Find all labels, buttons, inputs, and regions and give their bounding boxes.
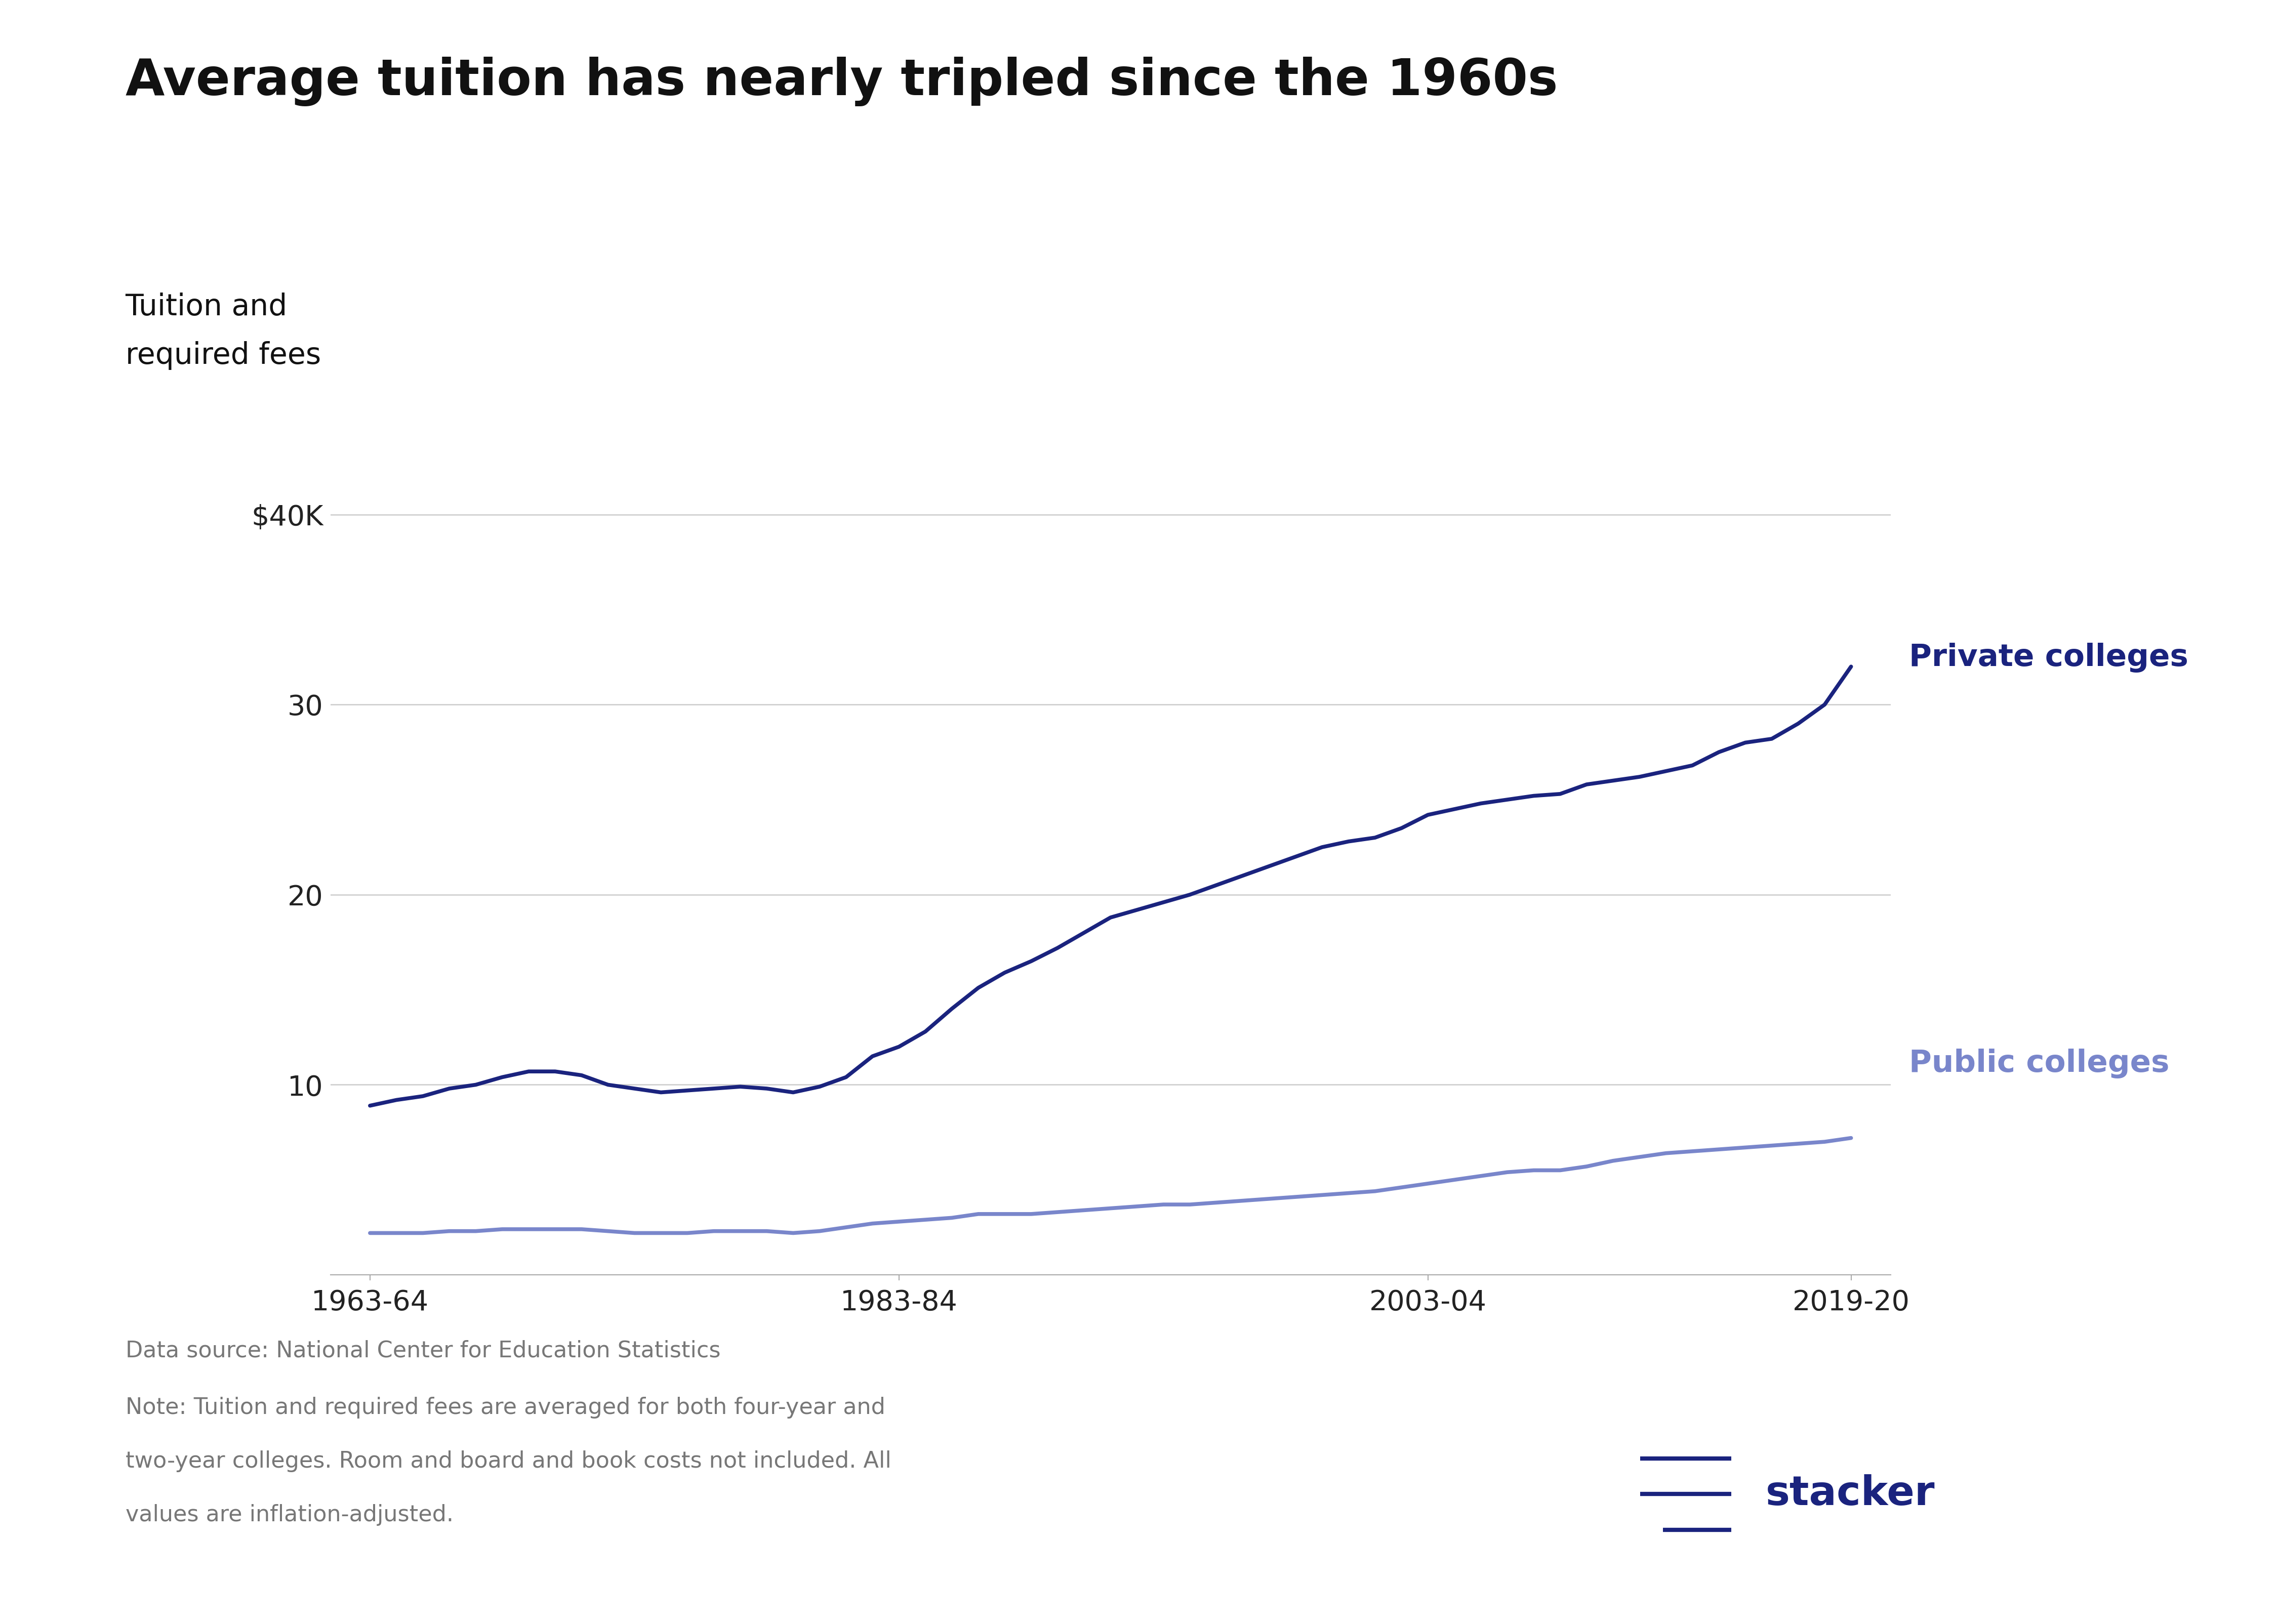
Text: two-year colleges. Room and board and book costs not included. All: two-year colleges. Room and board and bo… [125,1450,891,1471]
Text: Data source: National Center for Education Statistics: Data source: National Center for Educati… [125,1340,720,1361]
Text: Private colleges: Private colleges [1909,643,2189,672]
Text: stacker: stacker [1765,1475,1934,1514]
Text: values are inflation-adjusted.: values are inflation-adjusted. [125,1504,453,1525]
Text: Tuition and: Tuition and [125,292,287,322]
Text: required fees: required fees [125,341,321,370]
Text: Note: Tuition and required fees are averaged for both four-year and: Note: Tuition and required fees are aver… [125,1397,886,1418]
Text: Public colleges: Public colleges [1909,1049,2169,1078]
Text: Average tuition has nearly tripled since the 1960s: Average tuition has nearly tripled since… [125,57,1558,107]
